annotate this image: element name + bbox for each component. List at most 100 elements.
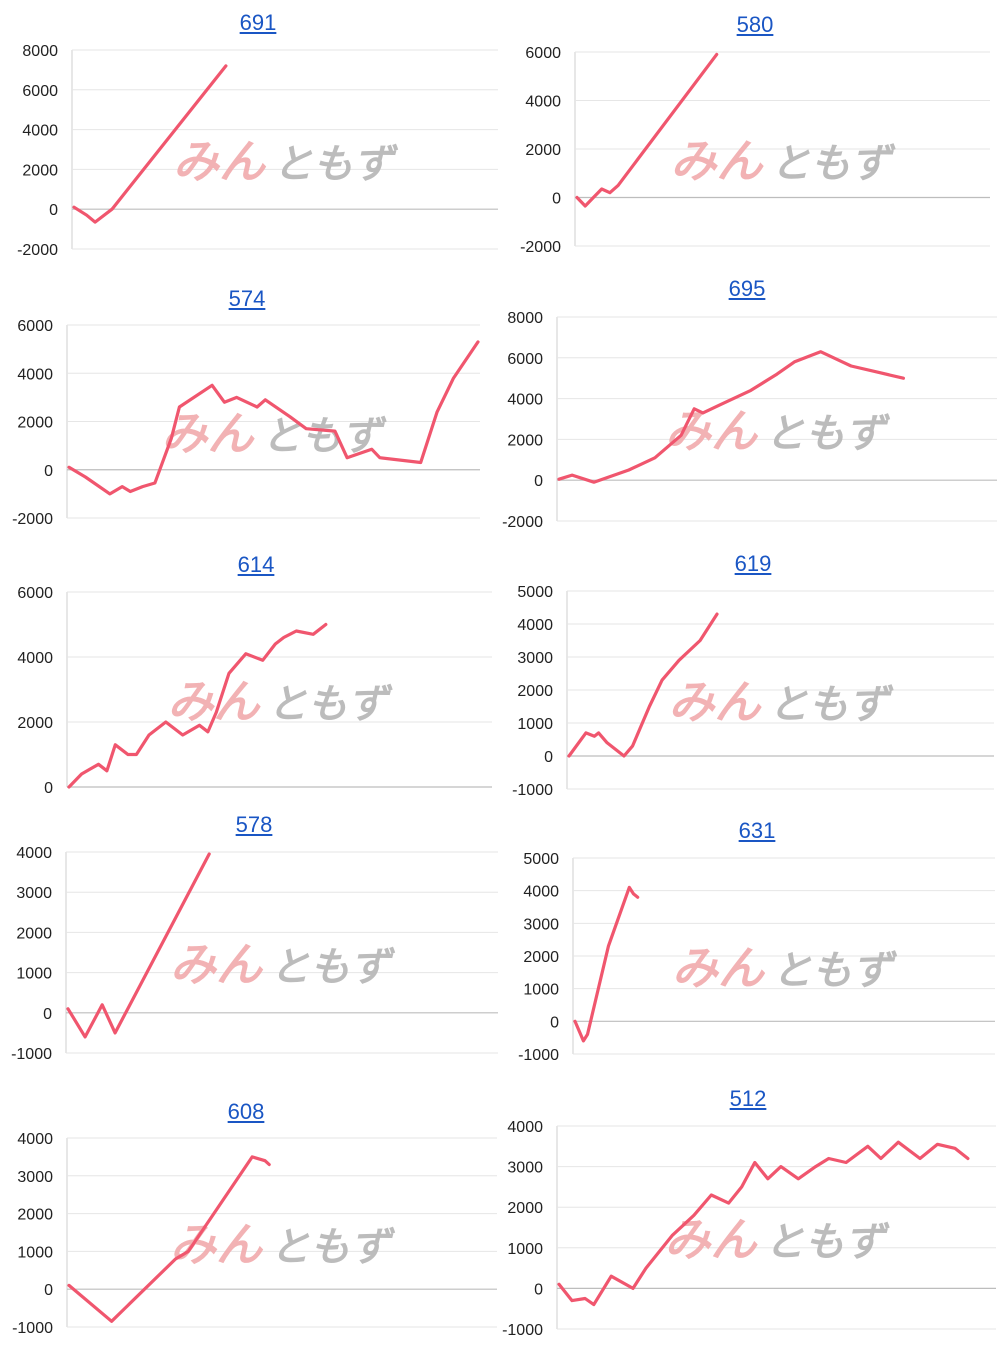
watermark-logo: みん ともず	[669, 675, 895, 729]
y-tick-label: 3000	[17, 1169, 53, 1186]
chart-title-link[interactable]: 631	[738, 818, 776, 843]
watermark-text: みん	[665, 1213, 759, 1267]
watermark-text: みん	[672, 941, 766, 995]
chart-title-link[interactable]: 691	[239, 10, 277, 35]
y-tick-label: 2000	[22, 162, 58, 179]
y-tick-label: 2000	[507, 432, 543, 449]
y-tick-label: 2000	[507, 1200, 543, 1217]
y-tick-label: 1000	[16, 966, 52, 983]
y-tick-label: -2000	[520, 239, 561, 256]
y-tick-label: 6000	[17, 318, 53, 335]
watermark-logo: みん ともず	[170, 938, 396, 992]
y-tick-label: 4000	[507, 392, 543, 409]
y-tick-label: 0	[552, 191, 561, 208]
watermark-text: ともず	[270, 945, 396, 991]
y-tick-label: 1000	[17, 1244, 53, 1261]
y-tick-label: 0	[534, 1281, 543, 1298]
watermark-text: ともず	[765, 411, 891, 457]
y-tick-label: 4000	[523, 884, 559, 901]
y-tick-label: 0	[49, 202, 58, 219]
chart-title-link[interactable]: 578	[235, 812, 273, 837]
chart-title-link[interactable]: 580	[736, 12, 774, 37]
y-tick-label: 6000	[17, 585, 53, 602]
watermark-text: みん	[168, 675, 262, 729]
y-tick-label: 3000	[523, 916, 559, 933]
y-tick-label: 1000	[517, 716, 553, 733]
chart-title-link[interactable]: 614	[237, 552, 275, 577]
y-tick-label: 2000	[17, 715, 53, 732]
y-tick-label: 2000	[17, 1207, 53, 1224]
watermark-text: ともず	[769, 682, 895, 728]
chart-title-link[interactable]: 619	[734, 551, 772, 576]
watermark-text: みん	[665, 404, 759, 458]
watermark-text: ともず	[765, 1220, 891, 1266]
chart-title-link[interactable]: 512	[729, 1086, 767, 1111]
y-tick-label: 5000	[523, 851, 559, 868]
y-tick-label: 0	[44, 1282, 53, 1299]
y-tick-label: 6000	[525, 45, 561, 62]
y-tick-label: 0	[550, 1014, 559, 1031]
y-tick-label: -2000	[502, 514, 543, 531]
y-tick-label: 8000	[507, 310, 543, 327]
chart-title-link[interactable]: 574	[228, 286, 266, 311]
watermark-text: ともず	[771, 141, 897, 187]
y-tick-label: 8000	[22, 43, 58, 60]
y-tick-label: 0	[43, 1006, 52, 1023]
y-tick-label: -1000	[502, 1322, 543, 1339]
chart-title-link[interactable]: 695	[728, 276, 766, 301]
watermark-text: みん	[173, 135, 267, 189]
y-tick-label: 0	[534, 473, 543, 490]
watermark-logo: みん ともず	[672, 941, 898, 995]
watermark-text: ともず	[270, 1225, 396, 1271]
y-tick-label: 5000	[517, 584, 553, 601]
watermark-logo: みん ともず	[162, 407, 388, 461]
y-tick-label: 4000	[507, 1119, 543, 1136]
series-line	[67, 1155, 271, 1323]
watermark-text: ともず	[262, 414, 388, 460]
series-line	[67, 340, 480, 496]
y-tick-label: -1000	[12, 1320, 53, 1337]
y-tick-label: 3000	[507, 1160, 543, 1177]
series-line	[72, 64, 228, 224]
watermark-text: みん	[669, 675, 763, 729]
watermark-logo: みん ともず	[173, 135, 399, 189]
y-tick-label: 1000	[523, 982, 559, 999]
series-line	[66, 852, 211, 1039]
y-tick-label: -1000	[512, 782, 553, 799]
y-tick-label: 0	[44, 780, 53, 797]
y-tick-label: 4000	[525, 94, 561, 111]
y-tick-label: 6000	[22, 83, 58, 100]
watermark-text: ともず	[273, 142, 399, 188]
y-tick-label: 2000	[523, 949, 559, 966]
watermark-logo: みん ともず	[665, 1213, 891, 1267]
y-tick-label: 2000	[17, 415, 53, 432]
y-tick-label: 4000	[16, 845, 52, 862]
series-line	[573, 885, 640, 1043]
watermark-logo: みん ともず	[671, 134, 897, 188]
watermark-text: みん	[162, 407, 256, 461]
watermark-text: みん	[671, 134, 765, 188]
y-tick-label: 4000	[517, 617, 553, 634]
y-tick-label: -2000	[12, 511, 53, 528]
watermark-text: ともず	[772, 948, 898, 994]
y-tick-label: -1000	[11, 1046, 52, 1063]
watermark-text: みん	[170, 938, 264, 992]
chart-title-link[interactable]: 608	[227, 1099, 265, 1124]
y-tick-label: 0	[544, 749, 553, 766]
series-line	[575, 52, 719, 208]
y-tick-label: 4000	[17, 366, 53, 383]
watermark-logo: みん ともず	[665, 404, 891, 458]
y-tick-label: 6000	[507, 351, 543, 368]
y-tick-label: 4000	[17, 650, 53, 667]
y-tick-label: -1000	[518, 1047, 559, 1064]
y-tick-label: 2000	[517, 683, 553, 700]
watermark-text: みん	[170, 1218, 264, 1272]
